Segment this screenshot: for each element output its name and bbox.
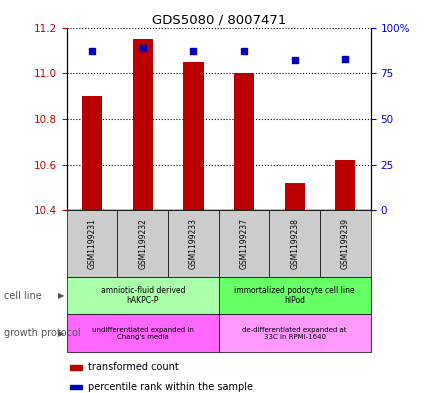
Bar (70, 365, 82, 370)
Bar (70, 385, 82, 389)
Bar (67, 314, 218, 352)
Bar (269, 210, 319, 277)
Text: percentile rank within the sample: percentile rank within the sample (88, 382, 252, 392)
Bar (67, 277, 218, 314)
Text: GSM1199233: GSM1199233 (188, 218, 197, 269)
Text: immortalized podocyte cell line
hIPod: immortalized podocyte cell line hIPod (234, 286, 354, 305)
Bar (218, 314, 370, 352)
Text: de-differentiated expanded at
33C in RPMI-1640: de-differentiated expanded at 33C in RPM… (242, 327, 346, 340)
Text: GSM1199232: GSM1199232 (138, 218, 147, 269)
Point (89, 48, 95, 54)
Text: ▶: ▶ (58, 291, 64, 300)
Bar (183, 62, 203, 210)
Bar (233, 73, 254, 210)
Bar (218, 210, 269, 277)
Text: amniotic-fluid derived
hAKPC-P: amniotic-fluid derived hAKPC-P (100, 286, 184, 305)
Title: GDS5080 / 8007471: GDS5080 / 8007471 (151, 13, 285, 26)
Text: transformed count: transformed count (88, 362, 178, 373)
Bar (82, 96, 102, 210)
Point (139, 44, 146, 51)
Bar (319, 210, 370, 277)
Bar (132, 39, 153, 210)
Point (190, 48, 197, 54)
Point (240, 48, 247, 54)
Bar (117, 210, 168, 277)
Text: undifferentiated expanded in
Chang's media: undifferentiated expanded in Chang's med… (92, 327, 193, 340)
Text: GSM1199231: GSM1199231 (87, 218, 96, 269)
Bar (335, 160, 355, 210)
Bar (218, 277, 370, 314)
Text: GSM1199237: GSM1199237 (239, 218, 248, 269)
Bar (284, 183, 304, 210)
Text: cell line: cell line (4, 291, 42, 301)
Bar (67, 210, 117, 277)
Bar (168, 210, 218, 277)
Point (341, 55, 348, 62)
Text: ▶: ▶ (58, 329, 64, 338)
Point (291, 57, 298, 64)
Text: GSM1199239: GSM1199239 (340, 218, 349, 269)
Text: growth protocol: growth protocol (4, 328, 81, 338)
Text: GSM1199238: GSM1199238 (289, 218, 298, 269)
